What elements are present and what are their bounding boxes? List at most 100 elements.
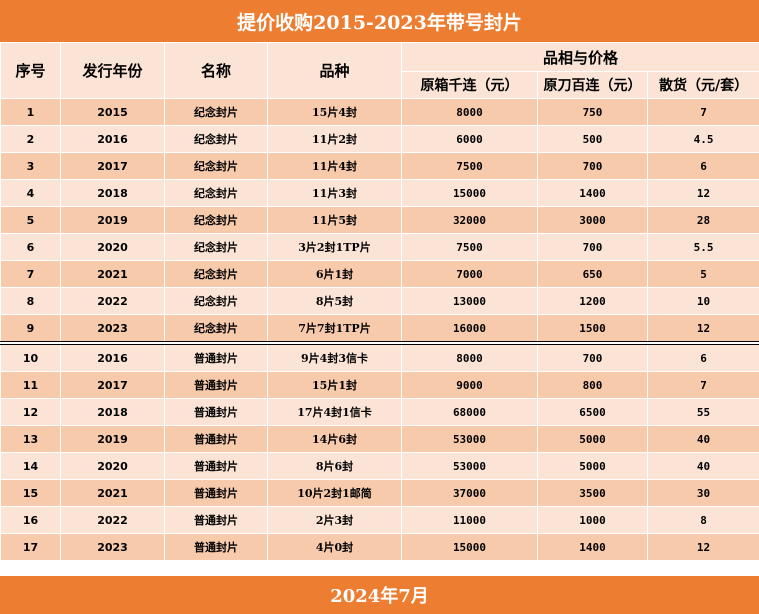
cell-seq: 9 — [0, 314, 61, 344]
cell-name: 普通封片 — [164, 452, 268, 480]
cell-name: 普通封片 — [164, 371, 268, 399]
cell-hundred-price: 700 — [537, 341, 648, 372]
cell-year: 2017 — [60, 371, 165, 399]
cell-name: 纪念封片 — [164, 206, 268, 234]
cell-seq: 4 — [0, 179, 61, 207]
cell-loose-price: 40 — [646, 452, 759, 480]
cell-name: 普通封片 — [164, 506, 268, 534]
cell-hundred-price: 5000 — [537, 425, 648, 453]
cell-loose-price: 5.5 — [646, 233, 759, 261]
cell-variety: 17片4封1信卡 — [267, 398, 402, 426]
cell-seq: 12 — [0, 398, 61, 426]
cell-year: 2016 — [60, 341, 165, 372]
cell-variety: 15片1封 — [267, 371, 402, 399]
header-variety: 品种 — [267, 42, 402, 99]
cell-loose-price: 5 — [646, 260, 759, 288]
table-row: 14 2020 普通封片 8片6封 53000 5000 40 — [0, 452, 759, 480]
cell-year: 2020 — [60, 233, 165, 261]
cell-hundred-price: 3500 — [537, 479, 648, 507]
cell-box-price: 68000 — [401, 398, 538, 426]
cell-loose-price: 12 — [646, 314, 759, 344]
cell-year: 2016 — [60, 125, 165, 153]
table-row: 16 2022 普通封片 2片3封 11000 1000 8 — [0, 506, 759, 534]
cell-seq: 3 — [0, 152, 61, 180]
cell-hundred-price: 700 — [537, 152, 648, 180]
cell-seq: 14 — [0, 452, 61, 480]
cell-hundred-price: 5000 — [537, 452, 648, 480]
header-name: 名称 — [164, 42, 268, 99]
table-row: 10 2016 普通封片 9片4封3信卡 8000 700 6 — [0, 341, 759, 372]
cell-name: 纪念封片 — [164, 152, 268, 180]
cell-hundred-price: 1500 — [537, 314, 648, 344]
cell-box-price: 37000 — [401, 479, 538, 507]
cell-loose-price: 7 — [646, 98, 759, 126]
cell-box-price: 15000 — [401, 533, 538, 561]
cell-box-price: 32000 — [401, 206, 538, 234]
cell-year: 2018 — [60, 179, 165, 207]
cell-variety: 15片4封 — [267, 98, 402, 126]
cell-variety: 9片4封3信卡 — [267, 341, 402, 372]
table-row: 6 2020 纪念封片 3片2封1TP片 7500 700 5.5 — [0, 233, 759, 261]
table-row: 2 2016 纪念封片 11片2封 6000 500 4.5 — [0, 125, 759, 153]
cell-variety: 2片3封 — [267, 506, 402, 534]
cell-name: 纪念封片 — [164, 287, 268, 315]
cell-year: 2017 — [60, 152, 165, 180]
cell-seq: 16 — [0, 506, 61, 534]
cell-box-price: 53000 — [401, 425, 538, 453]
cell-variety: 8片5封 — [267, 287, 402, 315]
cell-name: 纪念封片 — [164, 125, 268, 153]
cell-name: 普通封片 — [164, 398, 268, 426]
cell-seq: 7 — [0, 260, 61, 288]
cell-box-price: 8000 — [401, 341, 538, 372]
cell-name: 纪念封片 — [164, 179, 268, 207]
cell-hundred-price: 1400 — [537, 179, 648, 207]
table-row: 4 2018 纪念封片 11片3封 15000 1400 12 — [0, 179, 759, 207]
header-hundred: 原刀百连（元） — [537, 71, 648, 99]
table-body: 1 2015 纪念封片 15片4封 8000 750 7 2 2016 纪念封片… — [0, 98, 759, 561]
cell-year: 2021 — [60, 260, 165, 288]
header-loose: 散货（元/套） — [646, 71, 759, 99]
table-row: 8 2022 纪念封片 8片5封 13000 1200 10 — [0, 287, 759, 315]
cell-seq: 11 — [0, 371, 61, 399]
cell-seq: 1 — [0, 98, 61, 126]
cell-year: 2019 — [60, 206, 165, 234]
cell-box-price: 8000 — [401, 98, 538, 126]
cell-year: 2015 — [60, 98, 165, 126]
cell-variety: 11片2封 — [267, 125, 402, 153]
cell-loose-price: 30 — [646, 479, 759, 507]
cell-hundred-price: 1200 — [537, 287, 648, 315]
cell-variety: 10片2封1邮简 — [267, 479, 402, 507]
cell-seq: 6 — [0, 233, 61, 261]
cell-variety: 4片0封 — [267, 533, 402, 561]
sheet-date-footer: 2024年7月 — [0, 576, 759, 614]
cell-hundred-price: 750 — [537, 98, 648, 126]
cell-loose-price: 28 — [646, 206, 759, 234]
cell-year: 2022 — [60, 287, 165, 315]
cell-hundred-price: 1400 — [537, 533, 648, 561]
cell-box-price: 13000 — [401, 287, 538, 315]
cell-variety: 7片7封1TP片 — [267, 314, 402, 344]
cell-year: 2018 — [60, 398, 165, 426]
cell-box-price: 7500 — [401, 152, 538, 180]
table-row: 13 2019 普通封片 14片6封 53000 5000 40 — [0, 425, 759, 453]
cell-hundred-price: 800 — [537, 371, 648, 399]
cell-variety: 11片3封 — [267, 179, 402, 207]
table-row: 12 2018 普通封片 17片4封1信卡 68000 6500 55 — [0, 398, 759, 426]
cell-box-price: 7000 — [401, 260, 538, 288]
table-row: 7 2021 纪念封片 6片1封 7000 650 5 — [0, 260, 759, 288]
cell-variety: 6片1封 — [267, 260, 402, 288]
cell-box-price: 53000 — [401, 452, 538, 480]
cell-year: 2020 — [60, 452, 165, 480]
header-group-price: 品相与价格 — [400, 42, 759, 72]
cell-hundred-price: 650 — [537, 260, 648, 288]
table-row: 9 2023 纪念封片 7片7封1TP片 16000 1500 12 — [0, 314, 759, 344]
cell-seq: 10 — [0, 341, 61, 372]
cell-variety: 14片6封 — [267, 425, 402, 453]
cell-loose-price: 4.5 — [646, 125, 759, 153]
cell-box-price: 7500 — [401, 233, 538, 261]
table-row: 3 2017 纪念封片 11片4封 7500 700 6 — [0, 152, 759, 180]
cell-hundred-price: 6500 — [537, 398, 648, 426]
cell-box-price: 15000 — [401, 179, 538, 207]
cell-loose-price: 12 — [646, 533, 759, 561]
